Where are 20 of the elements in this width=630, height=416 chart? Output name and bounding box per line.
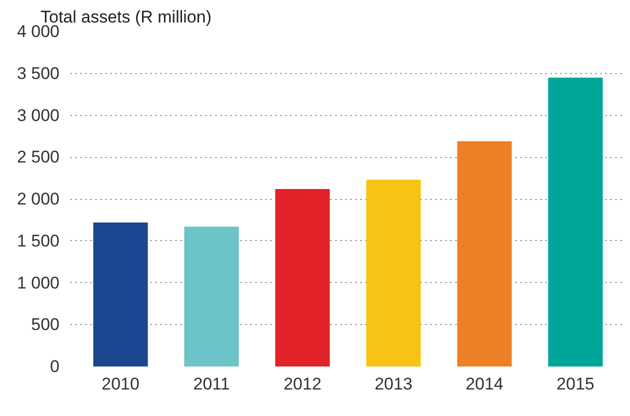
bar (457, 141, 512, 366)
bar (275, 188, 330, 366)
y-tick-label: 500 (31, 315, 60, 334)
x-tick-label: 2014 (466, 374, 504, 394)
y-tick-label: 2 000 (16, 190, 60, 208)
x-tick-label: 2012 (284, 374, 322, 394)
x-tick-label: 2013 (374, 374, 412, 394)
bar (548, 78, 603, 366)
y-tick-label: 2 500 (16, 148, 60, 167)
y-tick-label: 1 000 (16, 273, 60, 292)
bar (366, 180, 421, 366)
y-tick-label: 3 000 (16, 106, 60, 125)
y-tick-label: 3 500 (16, 64, 60, 83)
y-tick-label: 0 (50, 357, 60, 376)
bar (93, 222, 148, 366)
y-tick-label: 1 500 (16, 231, 60, 250)
bar (184, 226, 239, 366)
x-tick-label: 2015 (556, 374, 594, 394)
x-tick-label: 2011 (193, 374, 230, 394)
x-tick-label: 2010 (102, 374, 140, 394)
